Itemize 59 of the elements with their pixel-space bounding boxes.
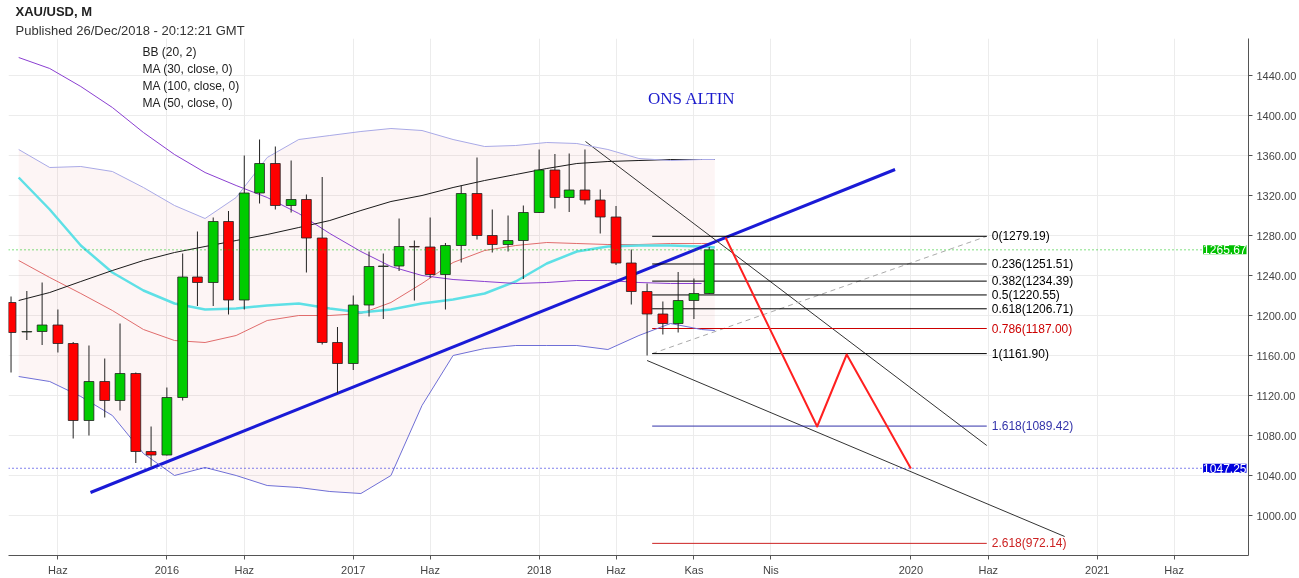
y-tick-label: 1080.00 bbox=[1256, 429, 1297, 442]
y-tick-label: 1280.00 bbox=[1256, 229, 1297, 242]
candlestick bbox=[52, 309, 64, 353]
series-label: 0.5(1220.55) bbox=[991, 287, 1060, 302]
x-tick-label: 2020 bbox=[898, 563, 924, 576]
ref-line-label: 1265.67 bbox=[1203, 243, 1247, 258]
candlestick bbox=[594, 189, 606, 234]
series-label: 0.618(1206.71) bbox=[991, 301, 1074, 316]
y-tick-label: 1360.00 bbox=[1256, 149, 1297, 162]
y-tick-label: 1040.00 bbox=[1256, 469, 1297, 482]
candlestick bbox=[641, 283, 653, 356]
candlestick bbox=[409, 240, 420, 301]
text: Published 26/Dec/2018 - 20:12:21 GMT bbox=[15, 22, 245, 38]
y-tick-label: 1240.00 bbox=[1256, 269, 1297, 282]
chart-title: XAU/USD, M bbox=[15, 3, 93, 19]
series-label: 1.618(1089.42) bbox=[991, 419, 1074, 434]
line-series bbox=[18, 128, 716, 219]
x-tick-label: Haz bbox=[1164, 563, 1184, 576]
annotation: BB (20, 2) bbox=[142, 44, 197, 59]
line-series bbox=[17, 176, 717, 314]
candlestick bbox=[672, 271, 684, 333]
candlestick bbox=[657, 301, 669, 335]
x-tick-label: 2016 bbox=[154, 563, 180, 576]
x-tick-label: 2018 bbox=[526, 563, 552, 576]
series-label: 0.786(1187.00) bbox=[991, 321, 1073, 336]
candlestick bbox=[378, 253, 389, 320]
candlestick bbox=[486, 209, 498, 253]
annotation: MA (50, close, 0) bbox=[142, 95, 233, 110]
candlestick bbox=[285, 160, 297, 213]
series-label: 2.618(972.14) bbox=[991, 536, 1067, 551]
x-tick-label: 2017 bbox=[341, 563, 366, 576]
y-tick-label: 1440.00 bbox=[1256, 69, 1297, 82]
x-tick-label: Kas bbox=[684, 563, 704, 576]
y-tick-label: 1160.00 bbox=[1256, 349, 1296, 362]
x-tick-label: 2021 bbox=[1085, 563, 1110, 576]
x-tick-label: Haz bbox=[48, 563, 68, 576]
candlestick bbox=[332, 326, 343, 394]
x-tick-label: Haz bbox=[420, 563, 440, 576]
series-label: 0.236(1251.51) bbox=[991, 256, 1074, 271]
series-label: 1(1161.90) bbox=[991, 346, 1049, 361]
text: ONS ALTIN bbox=[647, 89, 735, 108]
x-tick-label: Haz bbox=[234, 563, 255, 576]
y-tick-label: 1000.00 bbox=[1256, 509, 1297, 522]
series-label: 0.382(1234.39) bbox=[991, 274, 1074, 289]
candlestick bbox=[688, 278, 700, 320]
series-label: 0(1279.19) bbox=[991, 229, 1050, 244]
line-series bbox=[724, 236, 912, 470]
y-tick-label: 1320.00 bbox=[1256, 189, 1297, 202]
candlestick bbox=[145, 426, 157, 467]
annotation: MA (30, close, 0) bbox=[142, 61, 233, 76]
y-tick-label: 1120.00 bbox=[1256, 389, 1296, 402]
y-tick-label: 1200.00 bbox=[1256, 309, 1297, 322]
x-tick-label: Haz bbox=[606, 563, 626, 576]
ref-line-label: 1047.25 bbox=[1203, 461, 1247, 476]
y-tick-label: 1400.00 bbox=[1256, 109, 1297, 122]
candlestick bbox=[99, 358, 111, 418]
annotation: MA (100, close, 0) bbox=[142, 78, 240, 93]
x-tick-label: Haz bbox=[978, 563, 999, 576]
x-tick-label: Nis bbox=[762, 563, 780, 576]
